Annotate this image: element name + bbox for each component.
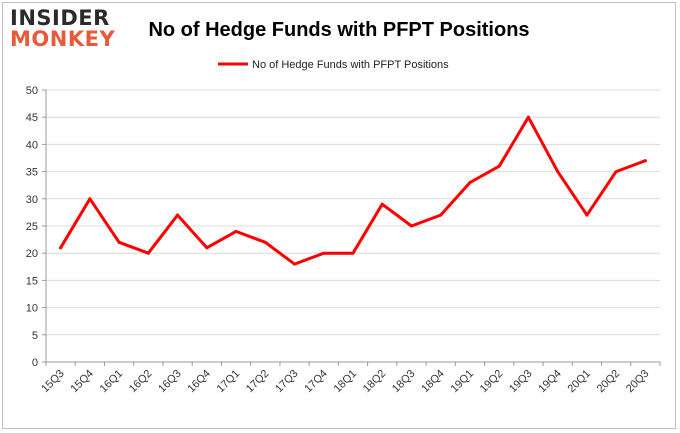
data-point (526, 115, 530, 119)
x-tick-label: 15Q4 (68, 368, 96, 396)
data-point (643, 159, 647, 163)
data-point (176, 213, 180, 217)
x-tick-label: 19Q3 (507, 368, 535, 396)
x-tick-label: 16Q2 (127, 368, 155, 396)
data-point (351, 251, 355, 255)
gridlines (46, 89, 660, 363)
x-tick-label: 17Q3 (273, 368, 301, 396)
y-tick-label: 15 (26, 275, 38, 287)
x-tick-label: 15Q3 (39, 368, 67, 396)
y-tick-label: 30 (26, 194, 38, 206)
data-point (380, 202, 384, 206)
data-point (556, 170, 560, 174)
x-tick-label: 16Q3 (156, 368, 184, 396)
insider-monkey-logo: INSIDER MONKEY (10, 8, 115, 50)
chart-frame (2, 2, 676, 429)
y-tick-label: 45 (26, 112, 38, 124)
y-tick-label: 35 (26, 167, 38, 179)
data-point (497, 164, 501, 168)
data-point (117, 240, 121, 244)
y-tick-label: 25 (26, 221, 38, 233)
data-point (293, 262, 297, 266)
data-point (263, 240, 267, 244)
x-tick-label: 20Q1 (566, 368, 594, 396)
data-point (234, 229, 238, 233)
data-point (468, 180, 472, 184)
data-point (59, 246, 63, 250)
series-line (59, 115, 647, 266)
data-point (585, 213, 589, 217)
x-tick-label: 19Q2 (478, 368, 506, 396)
data-point (409, 224, 413, 228)
x-tick-label: 18Q2 (361, 368, 389, 396)
data-point (614, 170, 618, 174)
x-tick-label: 17Q2 (244, 368, 272, 396)
x-tick-label: 18Q1 (332, 368, 360, 396)
y-tick-label: 0 (32, 357, 38, 369)
y-tick-label: 50 (26, 85, 38, 97)
x-tick-label: 19Q1 (449, 368, 477, 396)
data-point (322, 251, 326, 255)
x-tick-label: 19Q4 (536, 368, 564, 396)
x-tick-label: 16Q4 (185, 368, 213, 396)
data-point (146, 251, 150, 255)
series-layer (59, 115, 647, 266)
legend-label: No of Hedge Funds with PFPT Positions (252, 59, 449, 71)
x-tick-label: 18Q4 (419, 368, 447, 396)
y-tick-label: 5 (32, 330, 38, 342)
logo-line2: MONKEY (10, 27, 116, 51)
x-tick-label: 17Q4 (302, 368, 330, 396)
data-point (439, 213, 443, 217)
logo-line1: INSIDER (10, 6, 110, 30)
x-axis: 15Q3 15Q4 16Q1 16Q2 16Q3 16Q4 17Q1 17Q2 17Q3 17Q4… (39, 361, 661, 396)
data-point (88, 197, 92, 201)
x-tick-label: 16Q1 (98, 368, 126, 396)
x-tick-label: 20Q3 (624, 368, 652, 396)
y-tick-label: 10 (26, 303, 38, 315)
x-tick-label: 17Q1 (215, 368, 243, 396)
chart-title: No of Hedge Funds with PFPT Positions (148, 19, 529, 41)
x-tick-label: 18Q3 (390, 368, 418, 396)
y-tick-label: 40 (26, 139, 38, 151)
y-tick-label: 20 (26, 248, 38, 260)
legend: No of Hedge Funds with PFPT Positions (218, 59, 449, 71)
x-tick-label: 20Q2 (595, 368, 623, 396)
y-axis: 0 5 10 15 20 25 30 35 40 45 50 (26, 85, 47, 369)
data-point (205, 246, 209, 250)
